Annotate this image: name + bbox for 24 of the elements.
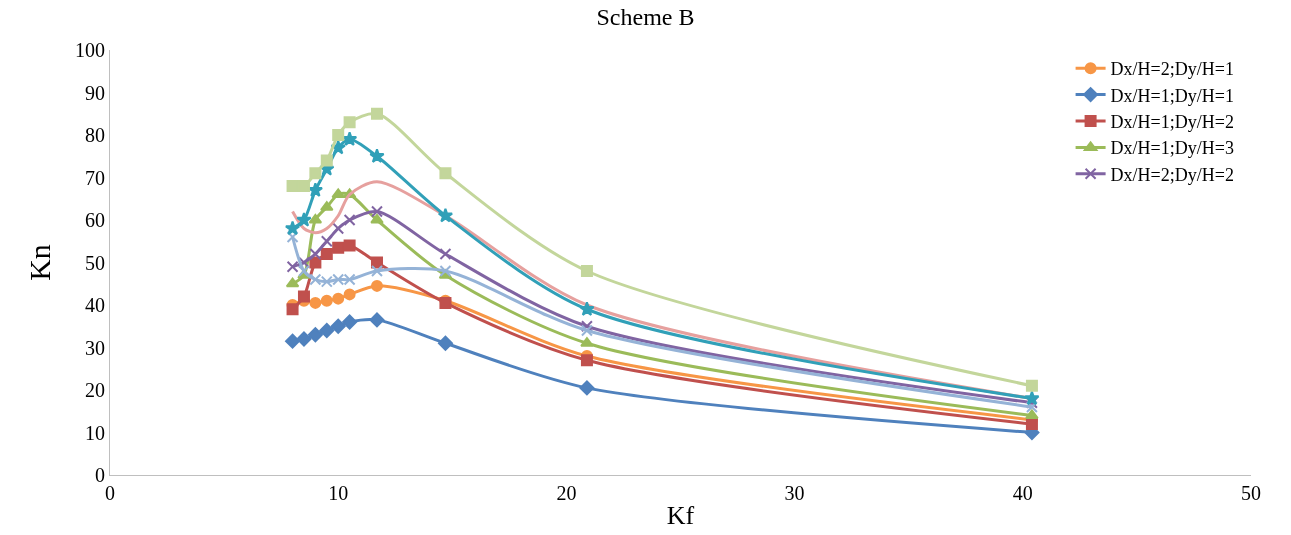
y-tick-label: 20 [85, 379, 105, 401]
x-axis-title: Kf [666, 500, 695, 530]
x-tick-label: 50 [1241, 482, 1261, 504]
y-tick-label: 70 [85, 166, 105, 189]
legend-label: Dx/H=1;Dy/H=1 [1110, 85, 1234, 106]
chart-title: Scheme B [596, 3, 695, 30]
x-tick-label: 40 [1012, 482, 1033, 504]
legend-label: Dx/H=2;Dy/H=1 [1110, 59, 1234, 80]
legend-label: Dx/H=2;Dy/H=2 [1110, 164, 1234, 185]
y-tick-label: 30 [85, 336, 105, 359]
y-tick-label: 40 [85, 294, 105, 316]
y-tick-label: 80 [85, 124, 105, 146]
y-axis-title: Kn [23, 244, 56, 281]
y-tick-label: 0 [95, 464, 105, 486]
x-tick-label: 30 [784, 482, 805, 504]
legend-label: Dx/H=1;Dy/H=2 [1110, 112, 1234, 133]
legend-label: Dx/H=1;Dy/H=3 [1110, 138, 1234, 159]
y-tick-label: 60 [85, 209, 105, 231]
x-tick-label: 10 [328, 482, 349, 504]
y-tick-label: 100 [75, 39, 105, 61]
y-tick-label: 90 [85, 81, 105, 104]
y-tick-label: 10 [85, 421, 105, 444]
x-tick-label: 20 [556, 482, 577, 504]
y-tick-label: 50 [85, 251, 105, 274]
